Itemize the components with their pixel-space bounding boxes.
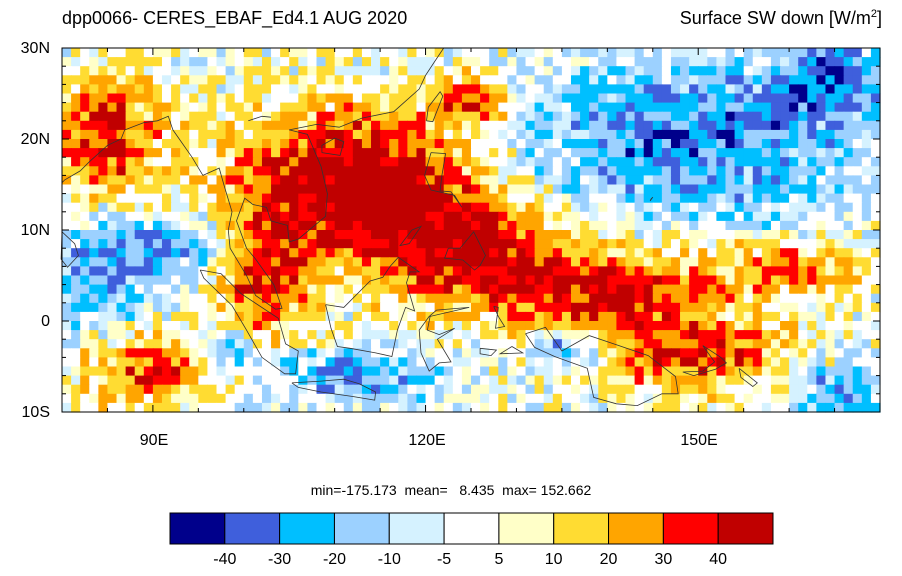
coastline-19 xyxy=(649,196,654,202)
colorbar-box xyxy=(224,512,281,545)
colorbar-box xyxy=(443,512,500,545)
lon-label-120e: 120E xyxy=(408,432,446,449)
anomaly-field xyxy=(62,48,881,413)
coastlines xyxy=(60,47,758,407)
coastline-9 xyxy=(426,90,444,123)
colorbar-label: -5 xyxy=(436,551,452,568)
colorbar-box xyxy=(717,512,774,545)
lon-label-150e: 150E xyxy=(680,432,718,449)
colorbar-box xyxy=(333,512,390,545)
colorbar-label: -20 xyxy=(322,551,347,568)
coastline-0 xyxy=(61,115,328,310)
lat-label-10n: 10N xyxy=(20,222,50,239)
variable-title: Surface SW down [W/m2] xyxy=(679,8,882,28)
coastline-3 xyxy=(291,378,377,401)
colorbar-box xyxy=(279,512,335,545)
lat-label-0: 0 xyxy=(41,313,50,330)
colorbar-label: 5 xyxy=(494,551,504,568)
colorbar-box xyxy=(608,512,664,545)
coastline-1 xyxy=(289,47,445,131)
lat-label-30n: 30N xyxy=(20,40,50,57)
colorbar-box xyxy=(662,512,719,545)
colorbar-label: 30 xyxy=(654,551,673,568)
coastline-13 xyxy=(479,347,498,357)
coastline-5 xyxy=(418,307,470,372)
coastline-15 xyxy=(682,345,728,377)
coastline-16 xyxy=(738,367,758,388)
colorbar-box xyxy=(553,512,610,545)
lat-label-20n: 20N xyxy=(20,131,50,148)
coastline-18 xyxy=(248,115,272,122)
colorbar-label: -30 xyxy=(268,551,292,568)
colorbar-box xyxy=(388,512,445,545)
lat-label-10s: 10S xyxy=(21,404,50,421)
coastline-2 xyxy=(199,269,299,375)
coastline-7 xyxy=(444,231,486,271)
coastline-14 xyxy=(498,346,525,355)
coastline-8 xyxy=(399,225,423,247)
coastline-17 xyxy=(60,231,79,268)
colorbar-box xyxy=(498,512,555,545)
lon-label-90e: 90E xyxy=(139,432,169,449)
colorbar-label: 40 xyxy=(709,551,728,568)
colorbar-label: -40 xyxy=(213,551,237,568)
coastline-10 xyxy=(321,137,345,156)
colorbar-box xyxy=(169,512,226,545)
coastline-11 xyxy=(525,326,679,407)
coastline-4 xyxy=(325,256,421,357)
stats-line: min=-175.173 mean= 8.435 max= 152.662 xyxy=(310,482,592,498)
plot-title: dpp0066- CERES_EBAF_Ed4.1 AUG 2020 xyxy=(62,8,408,28)
colorbar-label: -10 xyxy=(377,551,401,568)
coastline-6 xyxy=(424,152,463,208)
coastline-12 xyxy=(493,306,506,329)
colorbar-label: 10 xyxy=(544,551,563,568)
colorbar-label: 20 xyxy=(599,551,618,568)
colorbar xyxy=(169,512,774,545)
